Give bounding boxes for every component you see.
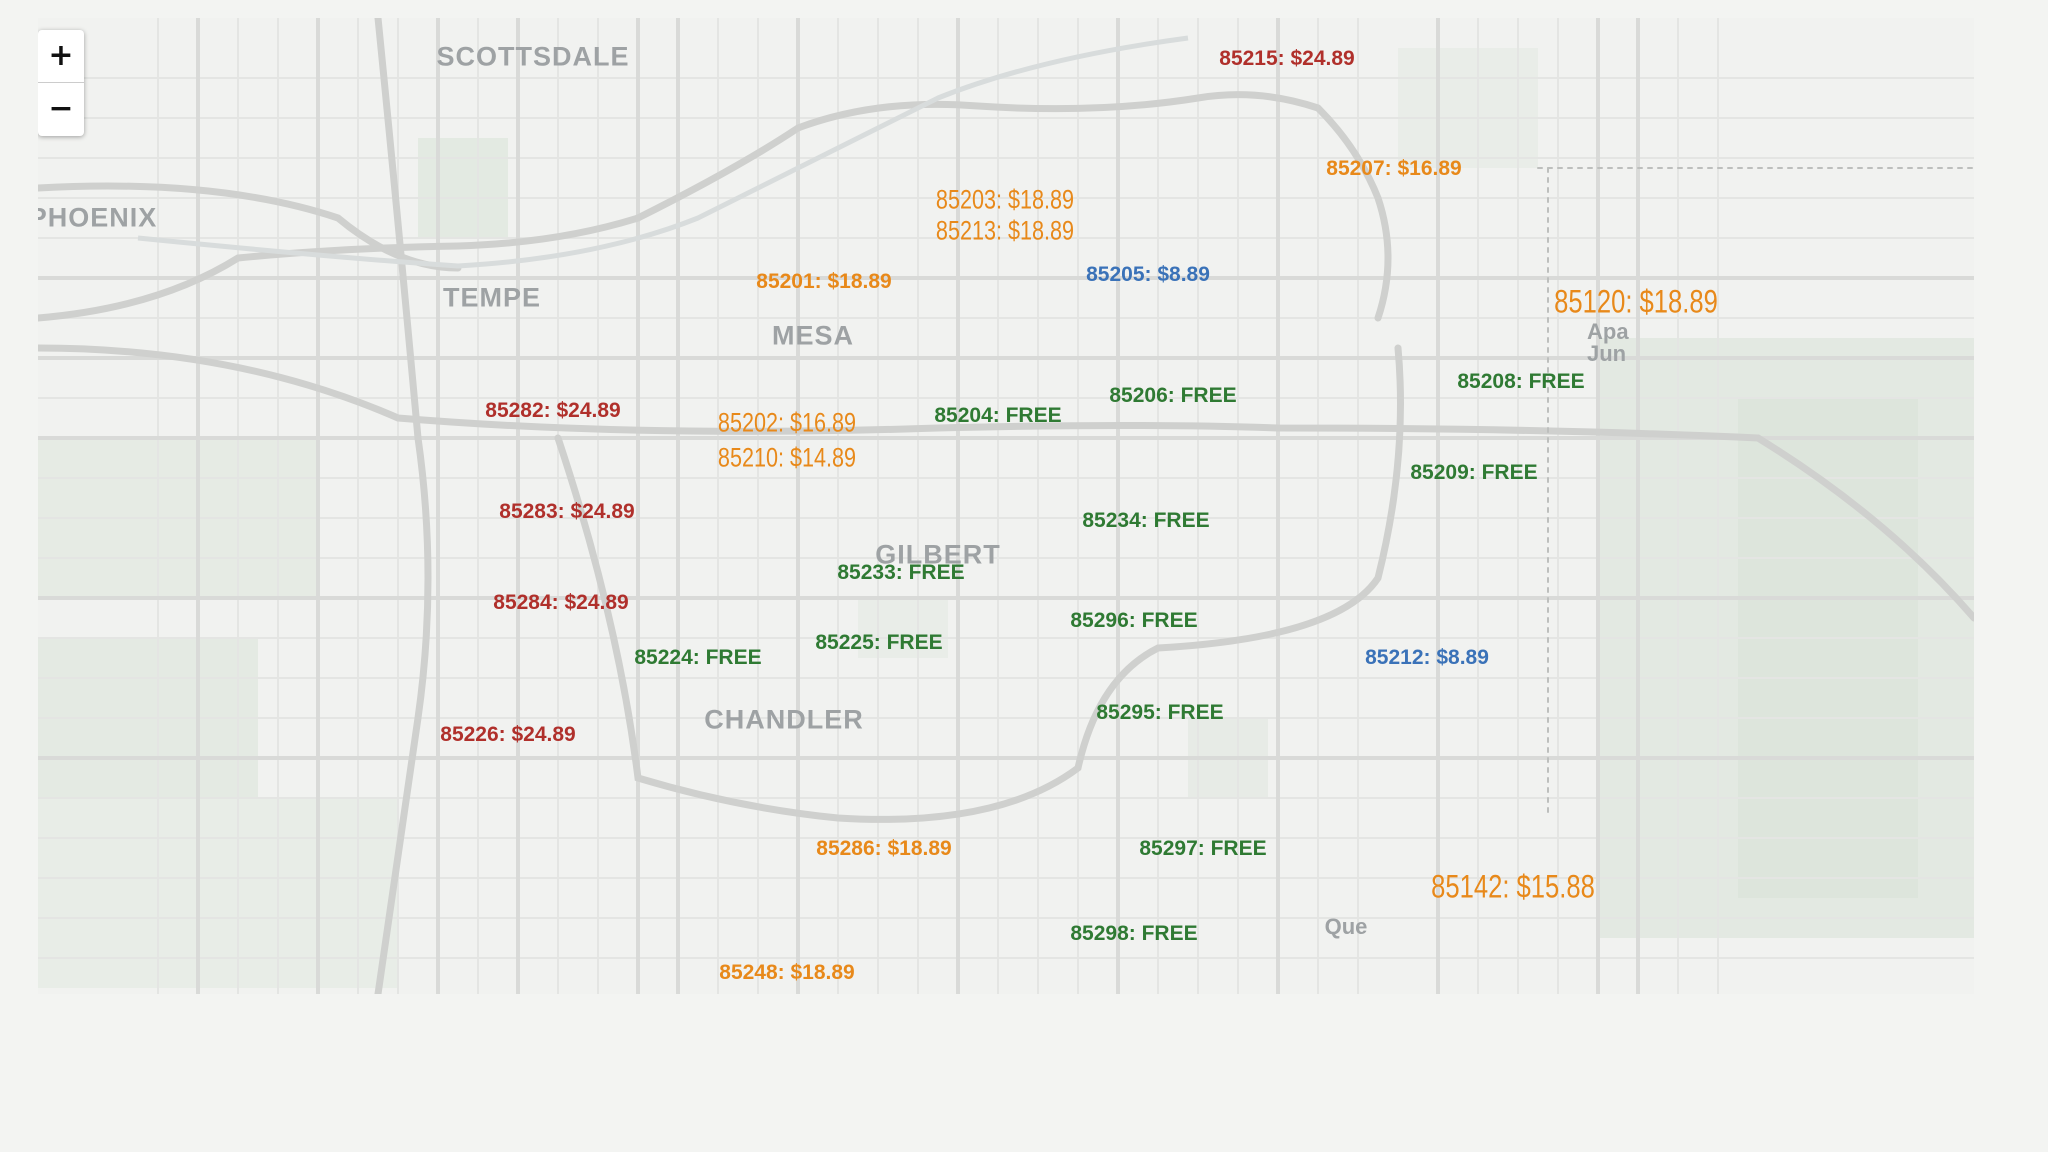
arterial-roads [38,18,1974,994]
place-label-gilbert: GILBERT [875,539,1001,570]
zip-label-85210: 85210: $14.89 [717,442,857,473]
zip-label-85297: 85297: FREE [1139,837,1267,860]
place-label-scottsdale: SCOTTSDALE [436,41,630,72]
zoom-out-button[interactable]: − [48,91,74,126]
place-label-mesa: MESA [771,320,855,351]
zip-label-85213: 85213: $18.89 [935,215,1075,246]
street-grid [38,18,1974,994]
zip-label-85142: 85142: $15.88 [1431,868,1595,905]
freeways [38,18,1974,994]
terrain-patch [1738,398,1918,898]
zoom-control: + − [38,30,84,136]
terrain-patch [1398,48,1538,168]
zip-label-85204: 85204: FREE [934,404,1062,427]
zip-label-85207: 85207: $16.89 [1326,157,1462,180]
terrain-patch [418,138,508,238]
zip-label-85215: 85215: $24.89 [1219,47,1355,70]
zip-label-85233: 85233: FREE [837,561,965,584]
zip-label-85212: 85212: $8.89 [1365,646,1489,669]
zip-label-85201: 85201: $18.89 [756,270,892,293]
zip-label-85206: 85206: FREE [1109,384,1237,407]
zip-label-85296: 85296: FREE [1070,609,1198,632]
zip-label-85209: 85209: FREE [1410,461,1538,484]
zoom-in-button[interactable]: + [38,30,84,83]
zip-label-85226: 85226: $24.89 [440,723,576,746]
zip-label-85205: 85205: $8.89 [1086,263,1210,286]
zip-label-85283: 85283: $24.89 [499,500,635,523]
zip-label-85202: 85202: $16.89 [717,407,857,438]
place-label-apache-junction: Apa Jun [1587,319,1629,366]
zip-label-85234: 85234: FREE [1082,509,1210,532]
place-label-queen-creek: Que [1324,914,1368,939]
zip-label-85203: 85203: $18.89 [935,184,1075,215]
terrain-patch [858,598,948,658]
zip-label-85225: 85225: FREE [815,631,943,654]
zip-label-85284: 85284: $24.89 [493,591,629,614]
zip-label-85120: 85120: $18.89 [1554,283,1718,320]
river [137,35,1189,269]
place-label-tempe: TEMPE [442,282,542,313]
zip-label-85224: 85224: FREE [634,646,762,669]
zip-label-85286: 85286: $18.89 [816,837,952,860]
place-label-chandler: CHANDLER [704,704,864,735]
terrain-patch [38,798,398,988]
map-canvas[interactable]: + − SCOTTSDALE PHOENIX TEMPE MESA GILBER… [38,18,1974,994]
zip-label-85248: 85248: $18.89 [719,961,855,984]
zip-label-85295: 85295: FREE [1096,701,1224,724]
basemap [38,18,1974,994]
place-label-phoenix: PHOENIX [38,202,158,233]
zip-label-85208: 85208: FREE [1457,370,1585,393]
zip-label-85282: 85282: $24.89 [485,399,621,422]
zip-label-85298: 85298: FREE [1070,922,1198,945]
